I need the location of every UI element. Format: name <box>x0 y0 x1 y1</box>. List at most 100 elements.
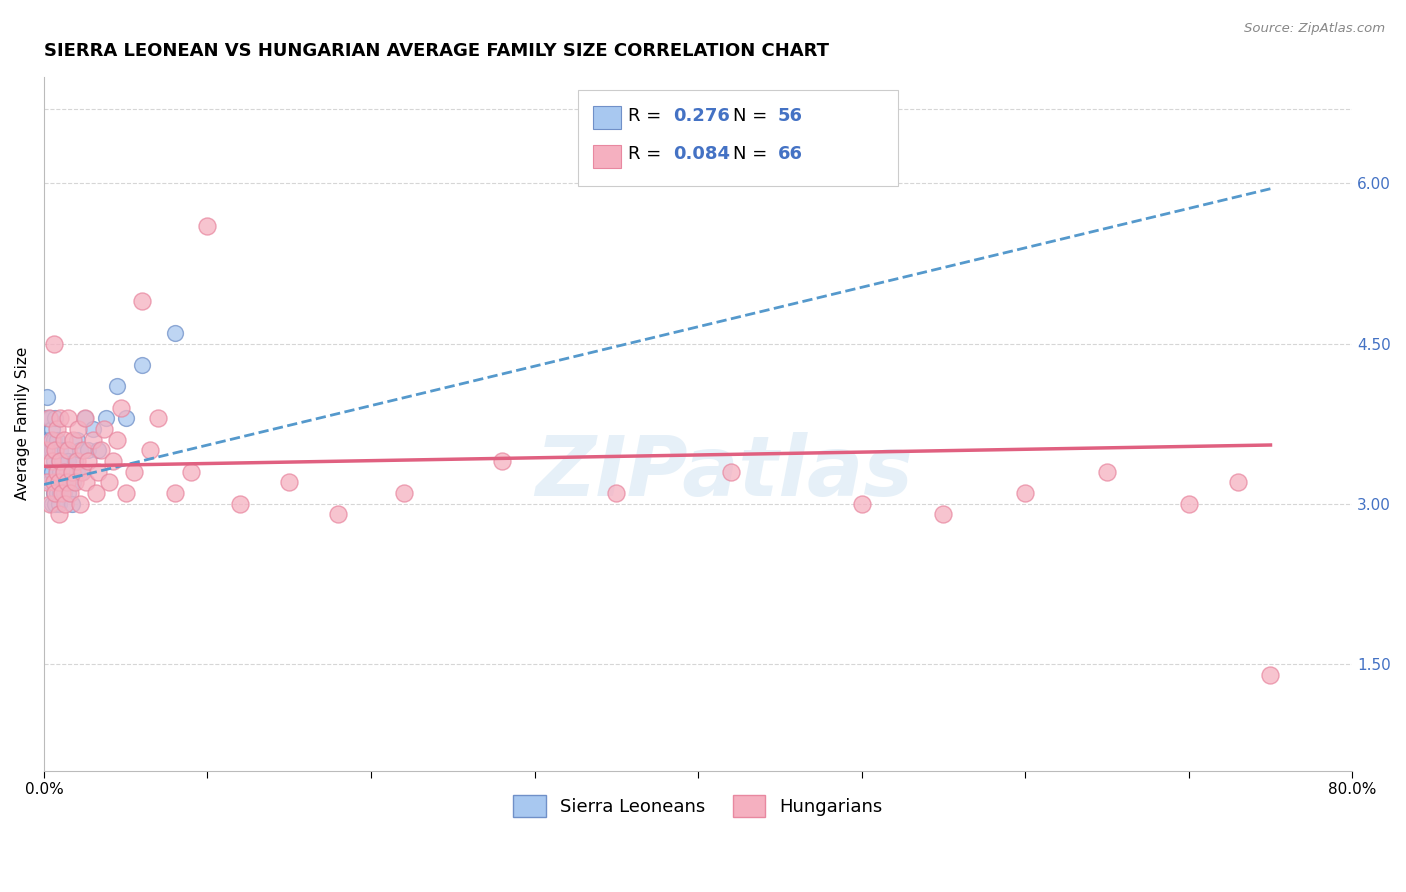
Point <box>62 475 84 490</box>
Point <box>42 336 65 351</box>
Point <box>58 443 80 458</box>
Point <box>73 411 96 425</box>
Point <box>46 433 69 447</box>
Y-axis label: Average Family Size: Average Family Size <box>15 347 30 500</box>
Point <box>52 486 75 500</box>
Point <box>42 486 65 500</box>
Text: 56: 56 <box>778 107 803 125</box>
Text: 66: 66 <box>778 145 803 163</box>
Text: ZIPatlas: ZIPatlas <box>536 432 912 513</box>
Point <box>60 497 83 511</box>
Point <box>1226 475 1249 490</box>
Point <box>42 454 65 468</box>
Point <box>38 411 60 425</box>
Point <box>180 465 202 479</box>
Point <box>41 454 63 468</box>
Point <box>67 422 90 436</box>
Point <box>131 293 153 308</box>
Point <box>69 497 91 511</box>
Point <box>44 443 66 458</box>
Point <box>84 486 107 500</box>
Point <box>851 497 873 511</box>
Point <box>1095 465 1118 479</box>
Point <box>77 443 100 458</box>
Point <box>41 497 63 511</box>
Point <box>52 465 75 479</box>
Point <box>107 433 129 447</box>
Point <box>90 443 112 458</box>
Point <box>51 475 73 490</box>
Text: R =: R = <box>628 107 668 125</box>
Point <box>51 454 73 468</box>
Point <box>605 486 627 500</box>
Point <box>52 465 75 479</box>
Point <box>1177 497 1199 511</box>
Point <box>49 465 72 479</box>
Point <box>82 433 104 447</box>
Point <box>87 465 110 479</box>
Point <box>59 475 82 490</box>
Point <box>34 443 56 458</box>
Point <box>328 508 350 522</box>
Point <box>37 390 59 404</box>
Point <box>46 422 69 436</box>
Point <box>63 454 86 468</box>
Point <box>41 433 63 447</box>
Point <box>44 411 66 425</box>
Point <box>49 443 72 458</box>
Point <box>163 486 186 500</box>
Point <box>41 422 63 436</box>
Point <box>44 486 66 500</box>
Point <box>48 454 70 468</box>
Point <box>114 411 136 425</box>
Point <box>93 422 115 436</box>
Point <box>46 465 69 479</box>
Point <box>48 475 70 490</box>
Point <box>58 486 80 500</box>
Text: N =: N = <box>733 145 772 163</box>
Point <box>98 475 121 490</box>
Text: 0.276: 0.276 <box>673 107 730 125</box>
Point <box>49 454 72 468</box>
Text: Source: ZipAtlas.com: Source: ZipAtlas.com <box>1244 22 1385 36</box>
Point <box>392 486 415 500</box>
Point <box>148 411 170 425</box>
Text: N =: N = <box>733 107 772 125</box>
Point <box>38 465 60 479</box>
Point <box>44 443 66 458</box>
Point <box>60 465 83 479</box>
Point <box>39 497 62 511</box>
Point <box>101 454 124 468</box>
Point <box>53 497 76 511</box>
Point <box>62 433 84 447</box>
Point <box>70 465 93 479</box>
Point <box>49 486 72 500</box>
Point <box>38 433 60 447</box>
Point <box>1014 486 1036 500</box>
Point <box>114 486 136 500</box>
Point <box>34 433 56 447</box>
Point <box>110 401 132 415</box>
Point <box>53 475 76 490</box>
Point <box>42 475 65 490</box>
Point <box>65 465 87 479</box>
Point <box>77 454 100 468</box>
Point <box>60 465 83 479</box>
Point <box>932 508 955 522</box>
Point <box>37 475 59 490</box>
Point <box>53 443 76 458</box>
Point <box>163 326 186 340</box>
Text: R =: R = <box>628 145 668 163</box>
Point <box>39 475 62 490</box>
Point <box>1260 667 1282 681</box>
Point <box>49 411 72 425</box>
Point <box>52 433 75 447</box>
Point <box>122 465 145 479</box>
Point <box>87 443 110 458</box>
Point <box>56 475 79 490</box>
Point <box>42 433 65 447</box>
Point <box>39 443 62 458</box>
Point <box>37 443 59 458</box>
Point <box>65 433 87 447</box>
Point <box>46 486 69 500</box>
